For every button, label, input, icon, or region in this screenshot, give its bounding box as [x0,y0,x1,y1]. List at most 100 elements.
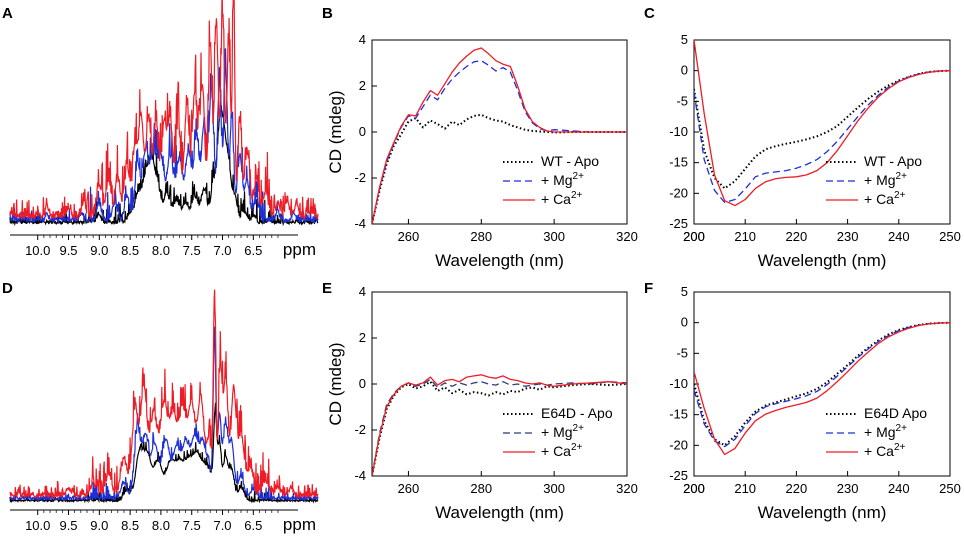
y-tick-label-f: 0 [681,315,688,330]
x-tick-label-d: 6.5 [244,518,262,533]
y-tick-label-f: -5 [676,345,688,360]
legend-entry-c: + Mg2+ [864,171,907,188]
series-wt-apo-b [372,113,627,224]
x-tick-label-c: 240 [888,229,910,244]
x-tick-label-b: 300 [543,229,565,244]
legend-entry-b: WT - Apo [541,153,599,169]
chart-a: 10.0 9.5 9.0 8.5 8.0 7.5 7.0 6.5 ppm [9,0,319,259]
x-tick-label-f: 230 [837,481,859,496]
x-tick-label-a: 7.5 [183,243,201,258]
legend-entry-f: E64D Apo [864,405,927,421]
y-tick-label-f: -25 [669,468,688,483]
legend-label-c: + Ca [864,191,894,207]
spectrum-blue-d [9,326,319,502]
series-e64d-apo-e [372,380,627,476]
x-tick-label-e: 280 [470,481,492,496]
x-tick-label-a: 9.5 [59,243,77,258]
y-axis-label-b: CD (mdeg) [326,90,345,173]
x-tick-label-b: 280 [470,229,492,244]
spectrum-blue-a [9,48,319,225]
chart-f: 200 210 220 230 240 250200-25-20-15-10-505Wav… [669,284,961,522]
series-wt-apo-c [694,69,950,190]
x-tick-label-f: 250 [939,481,961,496]
x-tick-label-d: 8.5 [121,518,139,533]
y-tick-label-e: 4 [359,284,366,299]
x-tick-label-c: 230 [837,229,859,244]
legend-label-b: WT - Apo [541,153,599,169]
chart-d: 10.0 9.5 9.0 8.5 8.0 7.5 7.0 6.5 ppm [9,289,319,534]
series--ca2--f [694,322,950,456]
y-tick-label-b: -2 [354,170,366,185]
x-tick-label-f: 200 [683,481,705,496]
chart-c: 200 210 220 230 240 250200-25-20-15-10-505Wav… [669,32,961,270]
legend-label-c: + Mg [864,172,896,188]
y-tick-label-b: 0 [359,124,366,139]
y-tick-label-c: -25 [669,216,688,231]
y-tick-label-c: -10 [669,124,688,139]
legend-label-e: + Ca [541,443,571,459]
legend-entry-b: + Mg2+ [541,171,584,188]
x-tick-label-a: 8.0 [152,243,170,258]
series--mg2--b [372,60,627,224]
legend-superscript-b: 2+ [573,171,585,182]
legend-label-b: + Ca [541,191,571,207]
x-tick-label-b: 260 [398,229,420,244]
series--mg2--f [694,322,950,448]
y-tick-label-b: 2 [359,78,366,93]
x-tick-label-e: 300 [543,481,565,496]
x-tick-label-c: 210 [734,229,756,244]
x-tick-label-d: 7.5 [183,518,201,533]
x-tick-label-a: 10.0 [25,243,50,258]
series-e64d-apo-f [694,321,950,447]
y-tick-label-e: 0 [359,376,366,391]
x-tick-label-a: 9.0 [90,243,108,258]
x-axis-label-e: Wavelength (nm) [435,503,564,522]
plot-frame-f [693,291,951,477]
x-axis-label-b: Wavelength (nm) [435,251,564,270]
legend-entry-e: + Mg2+ [541,423,584,440]
y-tick-label-c: -20 [669,185,688,200]
x-axis-label-d: ppm [283,515,316,534]
legend-superscript-c: 2+ [894,190,906,201]
x-tick-label-a: 6.5 [244,243,262,258]
plot-frame-c [693,39,951,225]
y-tick-label-c: 0 [681,63,688,78]
y-tick-label-f: 5 [681,284,688,299]
legend-label-e: E64D - Apo [541,405,613,421]
legend-entry-e: + Ca2+ [541,442,583,459]
x-axis-label-f: Wavelength (nm) [758,503,887,522]
legend-label-c: WT - Apo [864,153,922,169]
legend-superscript-b: 2+ [571,190,583,201]
legend-entry-f: + Mg2+ [864,423,907,440]
series--ca2--e [372,374,627,476]
legend-entry-c: + Ca2+ [864,190,906,207]
legend-entry-c: WT - Apo [864,153,922,169]
legend-label-f: + Mg [864,424,896,440]
legend-superscript-f: 2+ [896,423,908,434]
legend-entry-f: + Ca2+ [864,442,906,459]
series--mg2--c [694,70,950,204]
legend-label-e: + Mg [541,424,573,440]
y-tick-label-c: -5 [676,93,688,108]
series--ca2--c [694,40,950,207]
x-tick-label-c: 200 [683,229,705,244]
y-tick-label-f: -10 [669,376,688,391]
y-tick-label-b: 4 [359,32,366,47]
legend-superscript-e: 2+ [573,423,585,434]
panel-label-c: C [644,5,655,22]
spectrum-red-a [9,0,319,221]
legend-label-f: E64D Apo [864,405,927,421]
panel-label-a: A [2,5,13,22]
x-tick-label-e: 260 [398,481,420,496]
y-tick-label-e: -2 [354,422,366,437]
x-tick-label-a: 7.0 [213,243,231,258]
panel-label-b: B [322,5,333,22]
spectrum-red-d [9,289,319,500]
legend-superscript-c: 2+ [896,171,908,182]
panel-label-e: E [322,280,332,297]
y-tick-label-e: 2 [359,330,366,345]
y-tick-label-f: -20 [669,437,688,452]
legend-entry-b: + Ca2+ [541,190,583,207]
x-tick-label-d: 10.0 [25,518,50,533]
